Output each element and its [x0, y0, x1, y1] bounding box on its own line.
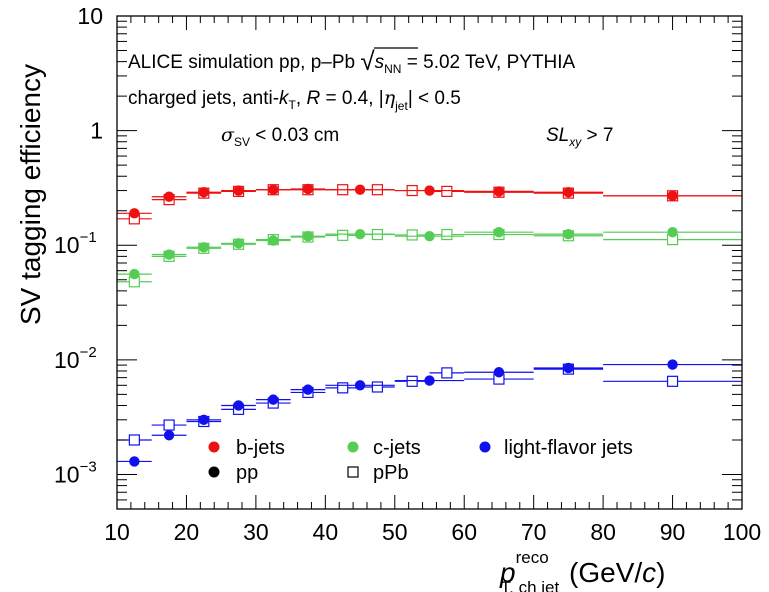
data-point: [371, 381, 384, 393]
data-point: [233, 238, 244, 249]
data-point: [441, 228, 453, 241]
x-tick-label: 30: [243, 519, 269, 545]
data-point: [302, 384, 314, 395]
data-point: [424, 230, 435, 242]
data-point: [268, 394, 279, 405]
data-point: [441, 185, 453, 197]
legend-marker-pPb: [347, 466, 359, 478]
x-tick-label: 50: [382, 519, 408, 545]
legend-label-light-flavor-jets: light-flavor jets: [504, 437, 633, 459]
data-point: [354, 380, 366, 391]
x-tick-label: 60: [451, 519, 477, 545]
x-tick-label: 20: [174, 519, 200, 545]
data-point: [163, 430, 175, 441]
x-tick-label: 70: [521, 519, 547, 545]
y-tick-label: 10−3: [54, 458, 97, 487]
plot-frame: [116, 15, 743, 510]
legend-marker-b-jets: [208, 441, 220, 453]
data-point: [493, 367, 505, 378]
data-point: [198, 187, 210, 198]
data-point: [129, 268, 140, 280]
data-point: [424, 185, 435, 196]
series-b-jets-pp: [117, 183, 742, 219]
x-tick-label: 100: [723, 519, 761, 545]
y-tick-label: 1: [90, 118, 103, 144]
series-c-jets-pp: [117, 226, 742, 280]
data-point: [163, 249, 175, 260]
data-point: [233, 185, 244, 196]
data-point: [667, 190, 678, 202]
data-point: [563, 228, 574, 240]
data-point: [493, 186, 505, 197]
y-tick-label: 10: [77, 3, 103, 29]
series-light-flavor-jets-pp: [117, 359, 742, 467]
data-point: [163, 419, 175, 431]
data-point: [666, 375, 679, 387]
data-point: [337, 382, 349, 394]
data-point: [667, 359, 678, 370]
data-point: [354, 184, 366, 195]
y-axis-title: SV tagging efficiency: [15, 64, 46, 325]
data-point: [424, 375, 435, 386]
x-tick-label: 90: [660, 519, 686, 545]
legend: b-jets c-jets light-flavor jets pp pPb: [208, 437, 633, 484]
data-point: [268, 184, 279, 195]
x-tick-label: 40: [313, 519, 339, 545]
data-point: [563, 362, 574, 374]
data-point: [233, 400, 244, 411]
legend-label-pPb: pPb: [373, 462, 409, 484]
legend-label-c-jets: c-jets: [373, 437, 421, 459]
annotation-sigma-cut: σSV < 0.03 cm: [221, 124, 339, 149]
x-tick-label: 10: [104, 519, 130, 545]
x-tick-label: 80: [590, 519, 616, 545]
data-point: [268, 235, 279, 246]
data-point: [563, 187, 574, 198]
data-point: [129, 208, 140, 219]
legend-label-pp: pp: [236, 462, 258, 484]
data-point: [354, 228, 366, 240]
data-point: [129, 456, 140, 467]
data-point: [198, 414, 210, 426]
legend-marker-light-flavor-jets: [479, 441, 491, 453]
data-point: [493, 226, 505, 238]
data-point: [441, 367, 453, 379]
data-point: [667, 226, 678, 238]
legend-marker-c-jets: [347, 441, 359, 453]
y-tick-label: 10−2: [54, 344, 97, 373]
data-point: [128, 434, 140, 446]
data-point: [406, 375, 418, 387]
data-point: [337, 229, 349, 241]
data-point: [198, 242, 210, 253]
data-point: [302, 230, 314, 242]
y-tick-label: 10−1: [54, 229, 97, 258]
x-axis-title: preco T, ch jet (GeV/c): [499, 548, 666, 592]
data-point: [163, 191, 175, 202]
data-point: [302, 183, 314, 195]
legend-label-b-jets: b-jets: [236, 437, 285, 459]
annotation-line-1: ALICE simulation pp, p–Pb √sNN = 5.02 Te…: [128, 46, 576, 76]
legend-marker-pp: [208, 466, 220, 478]
data-point: [406, 229, 418, 241]
annotation-line-2: charged jets, anti-kT, R = 0.4, |ηjet| <…: [128, 87, 461, 113]
annotation-sl-cut: SLxy > 7: [546, 125, 613, 149]
